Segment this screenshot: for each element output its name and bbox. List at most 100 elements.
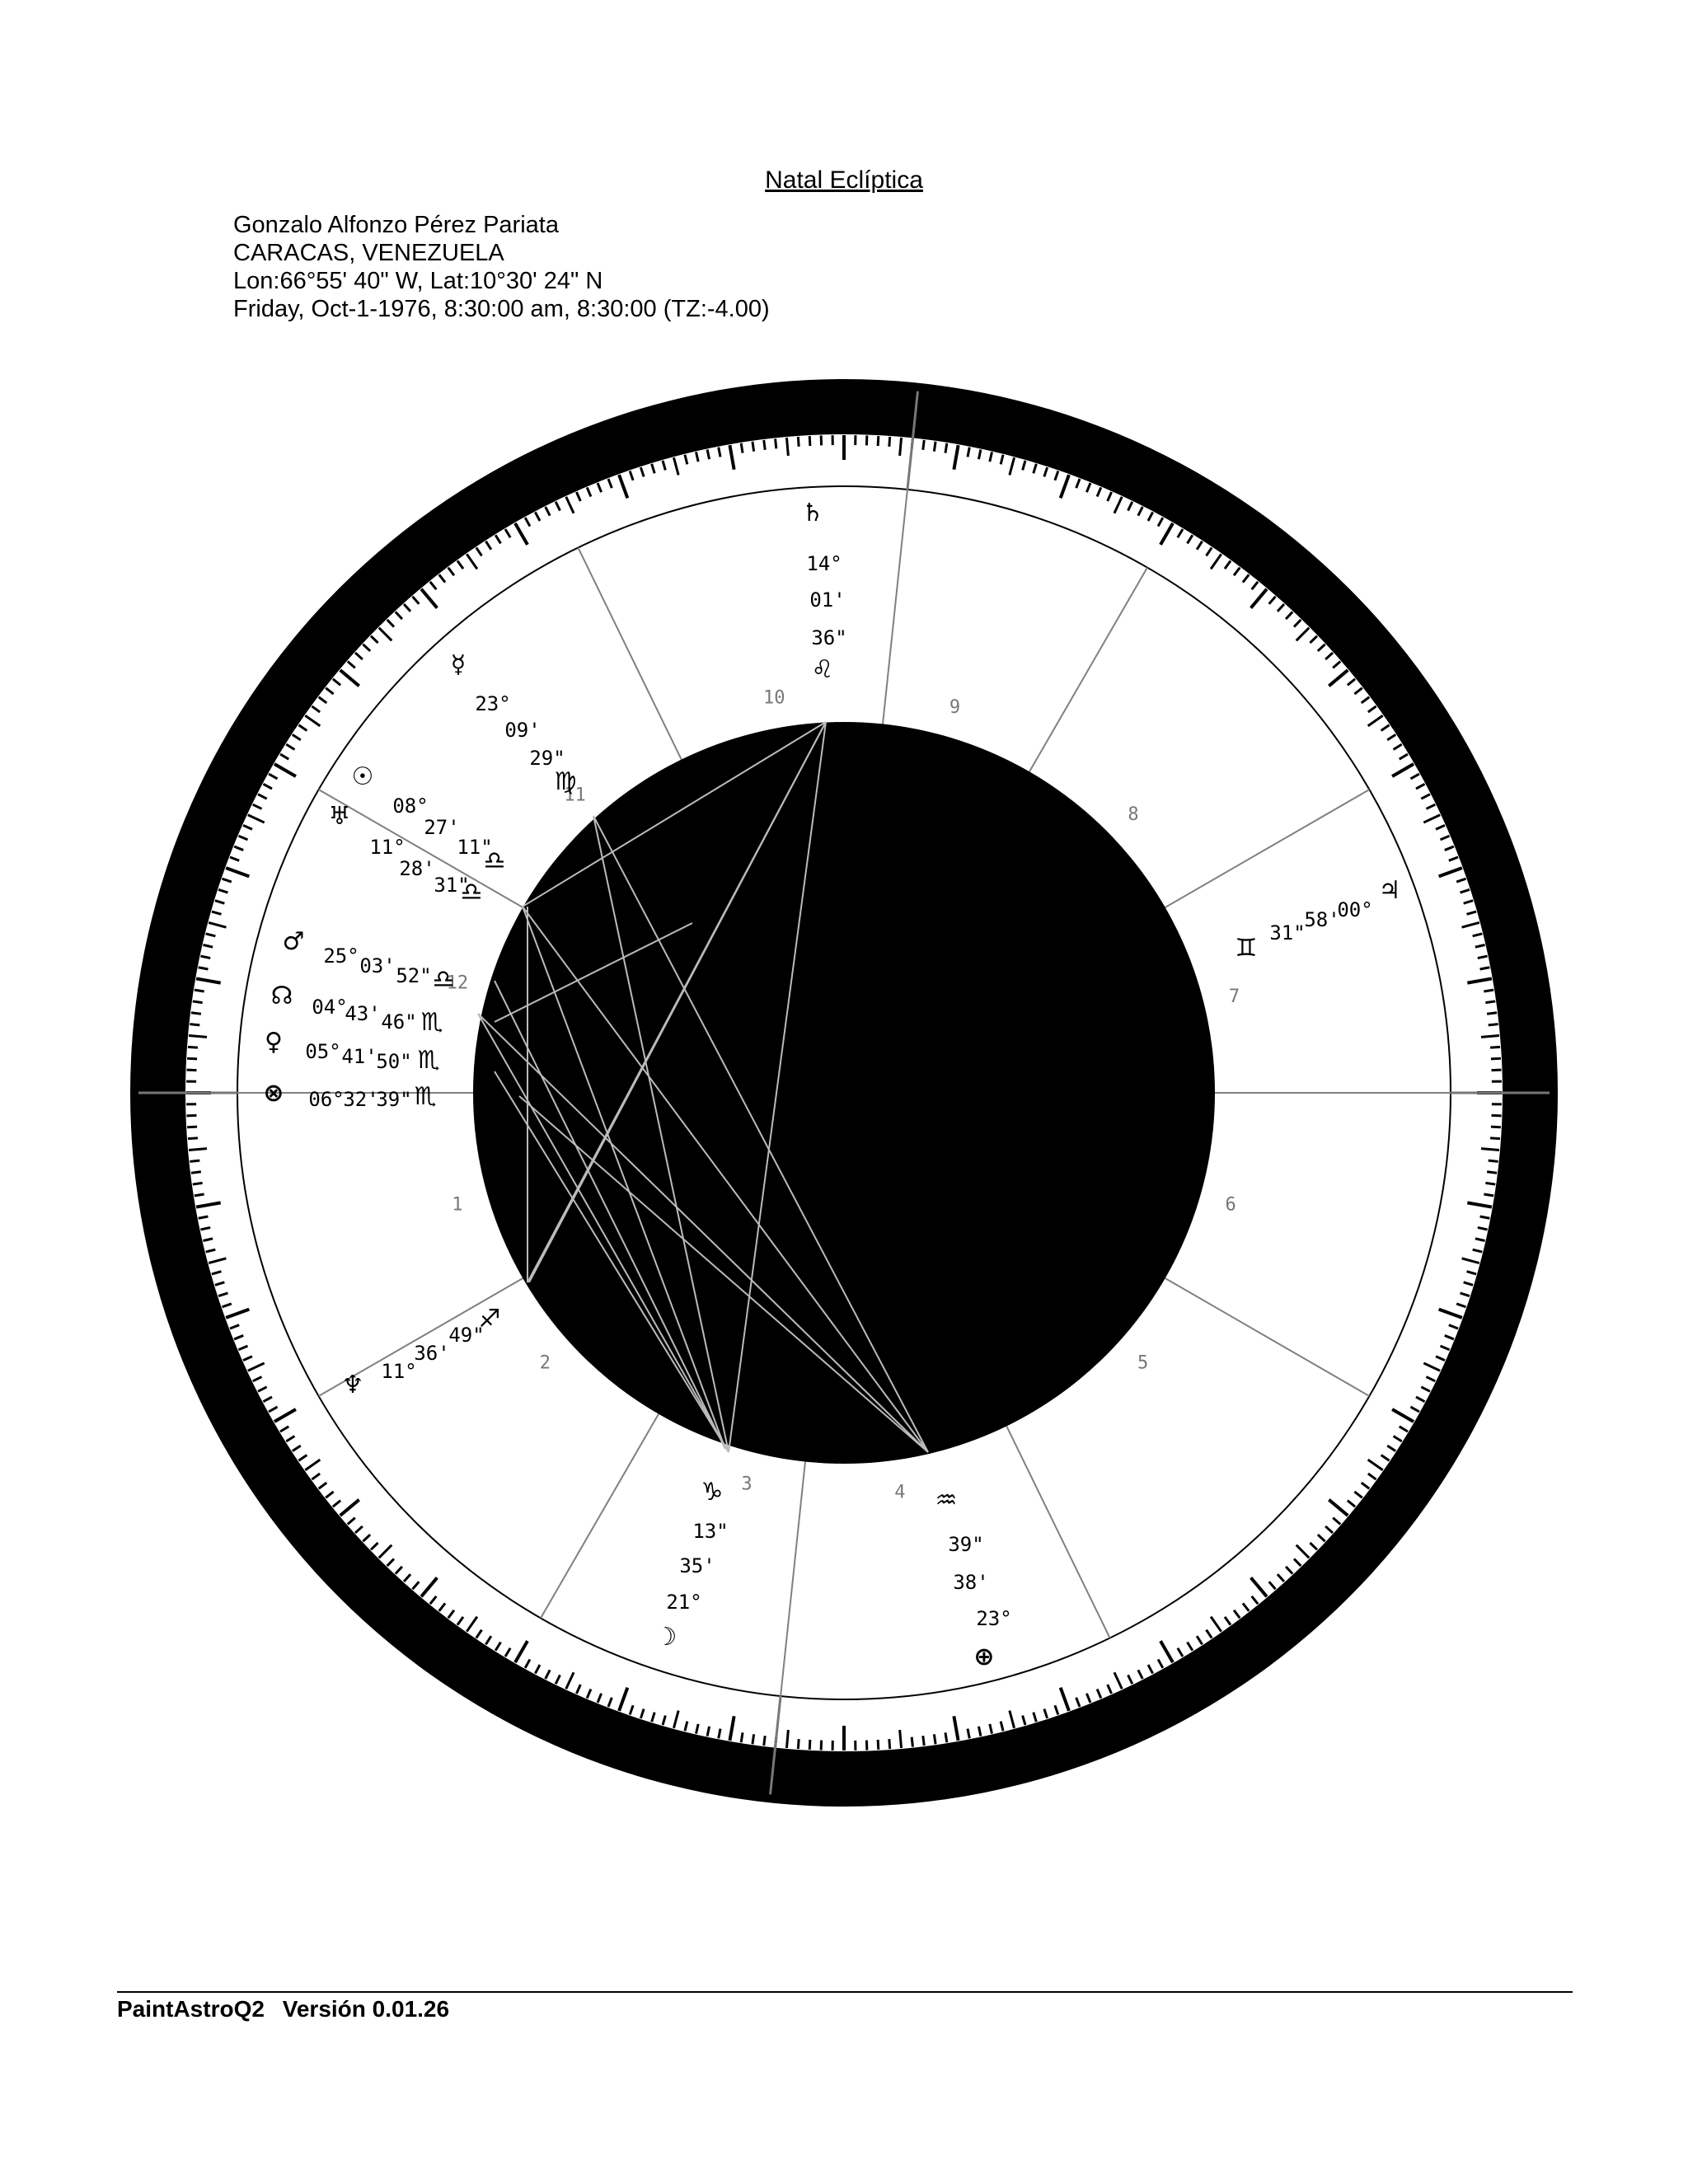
degree-tick [1460, 888, 1470, 894]
degree-tick [273, 1408, 297, 1423]
degree-tick [988, 452, 993, 462]
degree-tick [739, 443, 744, 453]
degree-tick [195, 1201, 222, 1209]
degree-tick [1328, 1498, 1349, 1517]
degree-tick [1232, 566, 1241, 577]
degree-tick [1276, 1573, 1286, 1583]
degree-tick [504, 1647, 512, 1657]
degree-tick [1472, 1248, 1483, 1254]
degree-tick [1232, 1609, 1241, 1619]
degree-tick [262, 783, 273, 790]
degree-tick [1176, 1647, 1184, 1657]
degree-tick [607, 478, 613, 489]
degree-tick [1032, 463, 1038, 474]
degree-tick [1113, 1671, 1123, 1690]
pluto-ascendant-position-label: 39" [948, 1533, 983, 1556]
degree-tick [214, 1281, 225, 1286]
degree-tick [237, 834, 249, 841]
degree-tick [876, 1739, 880, 1750]
degree-tick [225, 1307, 251, 1319]
degree-tick [339, 1498, 360, 1517]
degree-tick [1444, 845, 1455, 851]
degree-tick [211, 910, 222, 916]
degree-tick [952, 1715, 960, 1741]
venus-position-label: 41' [341, 1045, 377, 1068]
degree-tick [513, 522, 529, 546]
degree-tick [1391, 762, 1415, 778]
degree-tick [1156, 1658, 1165, 1669]
degree-tick [888, 1738, 892, 1750]
degree-tick [346, 660, 356, 669]
degree-tick [456, 560, 465, 569]
degree-tick [194, 988, 204, 993]
degree-tick [1332, 660, 1342, 669]
venus-sign-icon: ♏ [418, 1046, 440, 1075]
moon-icon: ☽ [655, 1623, 678, 1652]
degree-tick [1043, 1708, 1049, 1719]
aspect-line [477, 1013, 929, 1453]
degree-tick [1367, 715, 1384, 728]
degree-tick [683, 454, 689, 465]
app-version: Versión 0.01.26 [282, 1996, 450, 2022]
uranus-sign-icon: ♎ [461, 878, 483, 907]
degree-tick [1485, 1000, 1496, 1005]
degree-tick [1486, 1170, 1498, 1174]
degree-tick [1346, 1499, 1357, 1508]
degree-tick [808, 1739, 812, 1750]
degree-tick [291, 733, 302, 742]
degree-tick [456, 1616, 465, 1626]
degree-tick [187, 1057, 198, 1061]
degree-tick [203, 1237, 213, 1242]
degree-tick [762, 439, 767, 451]
degree-tick [888, 436, 892, 448]
degree-tick [346, 1516, 356, 1526]
house-number-6: 6 [1225, 1195, 1236, 1216]
aspect-line [522, 906, 929, 1453]
degree-tick [1095, 1688, 1103, 1699]
person-name: Gonzalo Alfonzo Pérez Pariata [233, 212, 559, 238]
degree-tick [218, 888, 228, 894]
mercury-position-label: 23° [475, 692, 510, 715]
pluto-ascendant-icon: ⊕ [973, 1643, 994, 1671]
degree-tick [1488, 1159, 1498, 1163]
degree-tick [1380, 724, 1390, 732]
degree-tick [438, 1602, 447, 1612]
degree-tick [1477, 1226, 1488, 1231]
pluto-ascendant-sign-icon: ♒ [935, 1486, 958, 1515]
degree-tick [377, 1544, 393, 1559]
degree-tick [639, 1708, 645, 1719]
degree-tick [438, 574, 447, 583]
part-of-fortune-position-label: 32' [343, 1088, 378, 1111]
degree-tick [1463, 899, 1474, 905]
degree-tick [717, 1728, 722, 1739]
degree-tick [377, 626, 393, 642]
jupiter-sign-icon: ♊ [1236, 934, 1258, 963]
degree-tick [1332, 1516, 1342, 1526]
mercury-position-label: 09' [504, 719, 540, 742]
degree-tick [1250, 1595, 1259, 1605]
part-of-fortune-position-label: 39" [376, 1088, 411, 1111]
degree-tick [534, 1664, 542, 1675]
degree-tick [706, 449, 711, 460]
degree-tick [1456, 877, 1467, 883]
degree-tick [214, 899, 225, 905]
house-cusp-line [882, 489, 908, 724]
house-number-1: 1 [452, 1195, 462, 1216]
degree-tick [1032, 1712, 1038, 1722]
degree-tick [211, 1270, 222, 1276]
degree-tick [706, 1726, 711, 1736]
degree-tick [1444, 1334, 1455, 1341]
house-number-8: 8 [1128, 804, 1138, 825]
mars-position-label: 25° [323, 944, 359, 968]
degree-tick [1392, 743, 1403, 751]
pluto-ascendant-position-label: 38' [953, 1571, 988, 1594]
house-number-9: 9 [950, 697, 960, 718]
degree-tick [1425, 803, 1436, 810]
degree-tick [575, 1684, 582, 1694]
venus-icon: ♀ [265, 1028, 283, 1057]
venus-position-label: 50" [376, 1050, 411, 1073]
degree-tick [1367, 705, 1377, 714]
degree-tick [362, 1533, 372, 1543]
degree-tick [1472, 932, 1483, 938]
degree-tick [1460, 1291, 1470, 1298]
